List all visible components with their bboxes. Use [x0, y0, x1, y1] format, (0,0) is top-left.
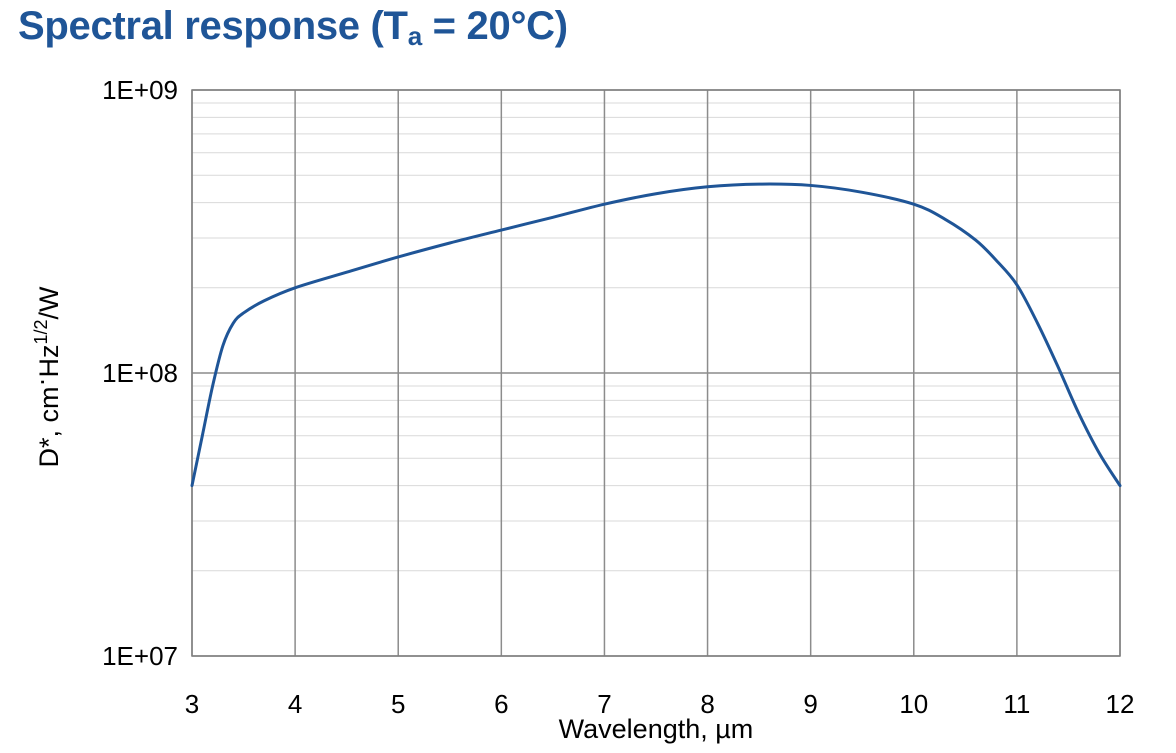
y-tick-labels: 1E+07 1E+08 1E+09	[102, 75, 178, 671]
chart-title-tail: = 20°C)	[421, 4, 568, 48]
chart-title: Spectral response (Ta = 20°C)	[18, 4, 568, 52]
x-tick-label: 3	[185, 689, 199, 719]
x-tick-label: 12	[1106, 689, 1135, 719]
chart-title-subscript: a	[407, 21, 422, 51]
y-axis-title-unit: /W	[34, 286, 64, 320]
x-tick-label: 8	[700, 689, 714, 719]
chart-title-main: Spectral response (T	[18, 4, 408, 48]
x-tick-label: 7	[597, 689, 611, 719]
y-tick-label: 1E+09	[102, 75, 178, 105]
y-tick-label: 1E+07	[102, 641, 178, 671]
y-axis-title-base: D*, cm	[34, 387, 64, 468]
x-tick-label: 9	[803, 689, 817, 719]
x-tick-label: 11	[1003, 689, 1030, 719]
y-axis-title-hz: Hz	[34, 345, 64, 378]
y-axis-title-exponent: 1/2	[31, 319, 51, 344]
x-tick-label: 10	[899, 689, 928, 719]
x-axis-title: Wavelength, µm	[559, 714, 754, 744]
x-tick-label: 6	[494, 689, 508, 719]
x-tick-label: 5	[391, 689, 405, 719]
x-tick-labels: 3 4 5 6 7 8 9 10 11 12	[185, 689, 1135, 719]
y-axis-title-dot: ·	[26, 378, 56, 387]
y-tick-label: 1E+08	[102, 358, 178, 388]
y-axis-title: D*, cm·Hz1/2/W	[26, 286, 64, 468]
series-line-dstar	[190, 182, 1122, 488]
plot-frame	[191, 89, 1121, 657]
x-tick-label: 4	[288, 689, 302, 719]
minor-grid	[192, 102, 1120, 572]
